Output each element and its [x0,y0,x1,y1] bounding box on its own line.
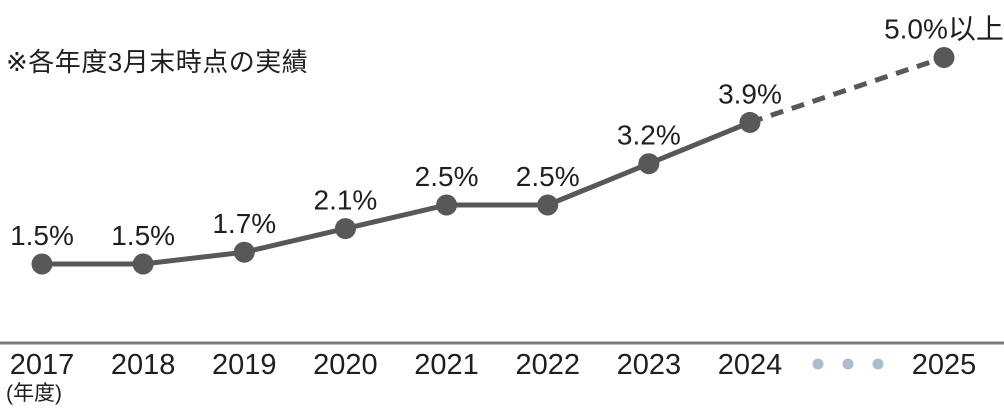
data-point [537,194,559,216]
point-label: 3.2% [617,120,681,151]
x-tick-label: 2024 [718,349,783,381]
ellipsis-dot [812,358,824,370]
point-label: 3.9% [718,78,782,109]
x-tick-label: 2021 [414,349,479,381]
point-label: 2.5% [516,161,580,192]
data-point [638,153,660,175]
data-point [233,241,255,263]
point-label: 1.5% [111,220,175,251]
data-point [334,218,356,240]
data-point [132,253,154,275]
projection-line [749,55,945,125]
x-axis-unit-label: (年度) [6,382,62,405]
x-tick-label: 2022 [515,349,580,381]
x-tick-label: 2025 [912,349,977,381]
ellipsis-dot [872,358,884,370]
chart-note: ※各年度3月末時点の実績 [6,47,309,77]
trend-line [42,120,751,267]
point-label: 2.5% [415,161,479,192]
x-tick-label: 2018 [111,349,176,381]
point-label: 1.7% [212,208,276,239]
data-point [436,194,458,216]
x-tick-label: 2020 [313,349,378,381]
data-point [31,253,53,275]
point-label: 1.5% [10,220,74,251]
ellipsis-dot [842,358,854,370]
point-label: 5.0%以上 [884,14,1004,45]
data-point [739,111,761,133]
x-tick-label: 2017 [10,349,75,381]
x-tick-label: 2023 [617,349,682,381]
x-tick-label: 2019 [212,349,277,381]
point-label: 2.1% [314,185,378,216]
data-point [933,47,955,68]
